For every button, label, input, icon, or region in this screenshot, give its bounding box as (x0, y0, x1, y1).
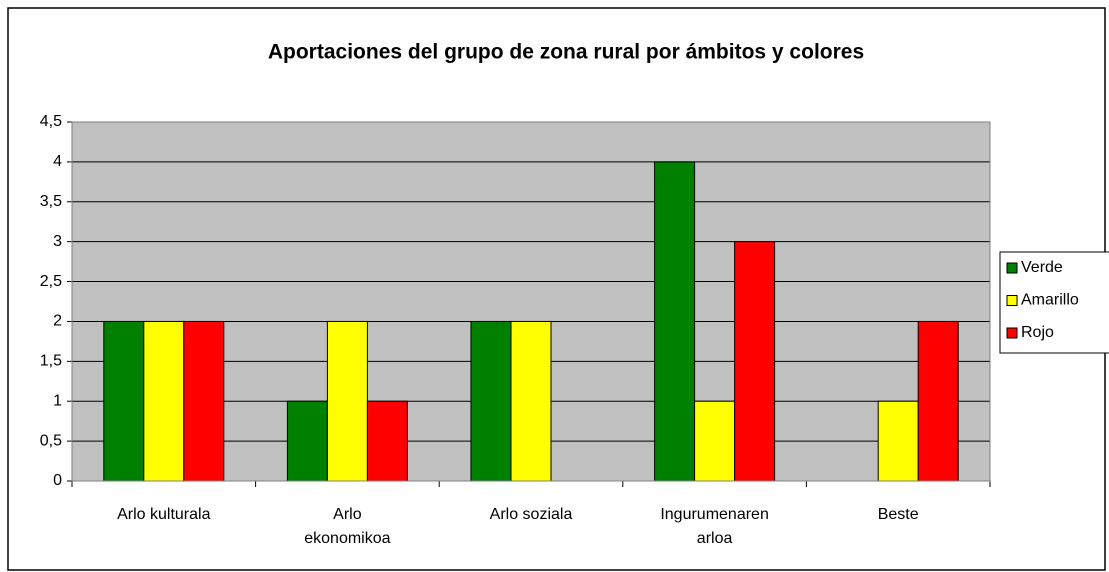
bar (143, 320, 185, 482)
y-tick-label: 3 (53, 233, 62, 250)
bar (286, 400, 328, 482)
bar (470, 320, 512, 482)
y-tick-label: 0,5 (40, 432, 62, 449)
bar (654, 161, 696, 482)
legend-swatch (1006, 295, 1018, 306)
y-tick-label: 4 (53, 153, 62, 170)
x-tick-label: Arlo kulturala (117, 506, 211, 523)
bar (734, 241, 776, 482)
bar (510, 320, 552, 482)
y-tick-label: 1,5 (40, 353, 62, 370)
legend-box (999, 251, 1109, 354)
y-tick-label: 2 (53, 313, 62, 330)
plot-border (71, 121, 991, 482)
x-tick-label: Arlo ekonomikoa (304, 506, 391, 547)
chart-title: Aportaciones del grupo de zona rural por… (268, 41, 864, 64)
legend-swatch (1006, 327, 1018, 339)
bar (326, 320, 368, 482)
y-tick-label: 4,5 (40, 113, 62, 130)
x-tick-label: Arlo soziala (489, 506, 573, 523)
bar (877, 400, 919, 482)
y-tick-label: 2,5 (40, 273, 62, 290)
x-tick-label: Ingurumenaren arloa (660, 506, 769, 547)
y-tick-label: 1 (53, 392, 62, 409)
legend-label: Rojo (1021, 324, 1054, 341)
bar (694, 400, 736, 482)
bar (366, 400, 408, 482)
x-tick-label: Beste (877, 506, 919, 523)
y-tick-label: 0 (53, 472, 62, 489)
legend-swatch (1006, 262, 1018, 274)
bar (103, 320, 145, 482)
legend-label: Verde (1021, 259, 1063, 276)
legend-label: Amarillo (1021, 292, 1079, 309)
y-tick-label: 3,5 (40, 193, 62, 210)
bar (917, 320, 959, 482)
bar (183, 320, 225, 482)
